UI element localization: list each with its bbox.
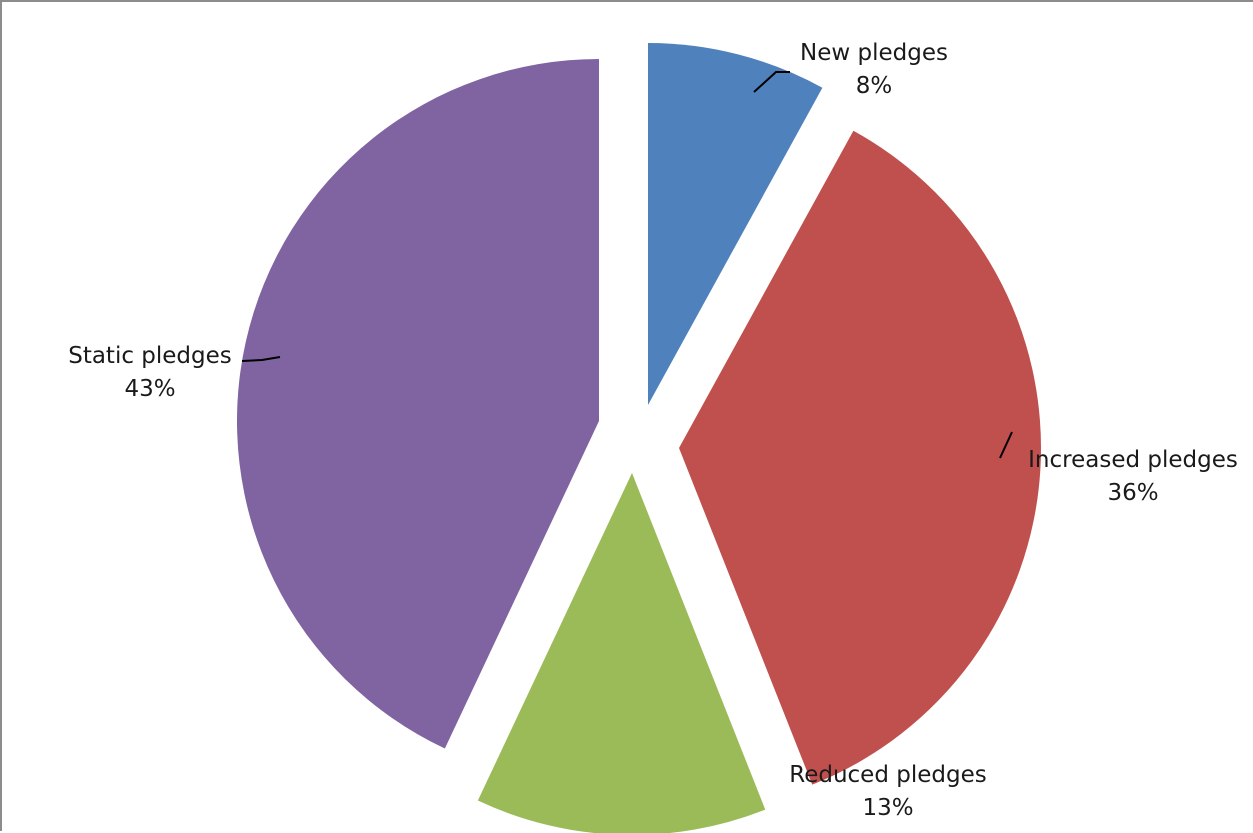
slice-label-increased-pledges: Increased pledges [1028, 447, 1238, 473]
leader-line-new-pledges [753, 71, 790, 93]
pie-slice-new-pledges [648, 43, 823, 405]
leader-line-static-pledges [241, 356, 281, 362]
slice-percent-new-pledges: 8% [856, 73, 893, 99]
slices-layer [237, 43, 1042, 833]
slice-percent-reduced-pledges: 13% [862, 795, 913, 821]
pie-slice-reduced-pledges [477, 473, 766, 833]
leader-line-increased-pledges [999, 431, 1013, 459]
labels-layer: New pledges 8% Increased pledges 36% Reduced… [68, 40, 1238, 821]
pie-slice-static-pledges [237, 59, 599, 749]
leaders-layer [241, 71, 1013, 459]
slice-label-static-pledges: Static pledges [68, 343, 232, 369]
slice-label-reduced-pledges: Reduced pledges [789, 762, 986, 788]
pie-slice-increased-pledges [679, 130, 1042, 785]
slice-label-new-pledges: New pledges [800, 40, 948, 66]
slice-percent-increased-pledges: 36% [1107, 480, 1158, 506]
slice-percent-static-pledges: 43% [124, 376, 175, 402]
